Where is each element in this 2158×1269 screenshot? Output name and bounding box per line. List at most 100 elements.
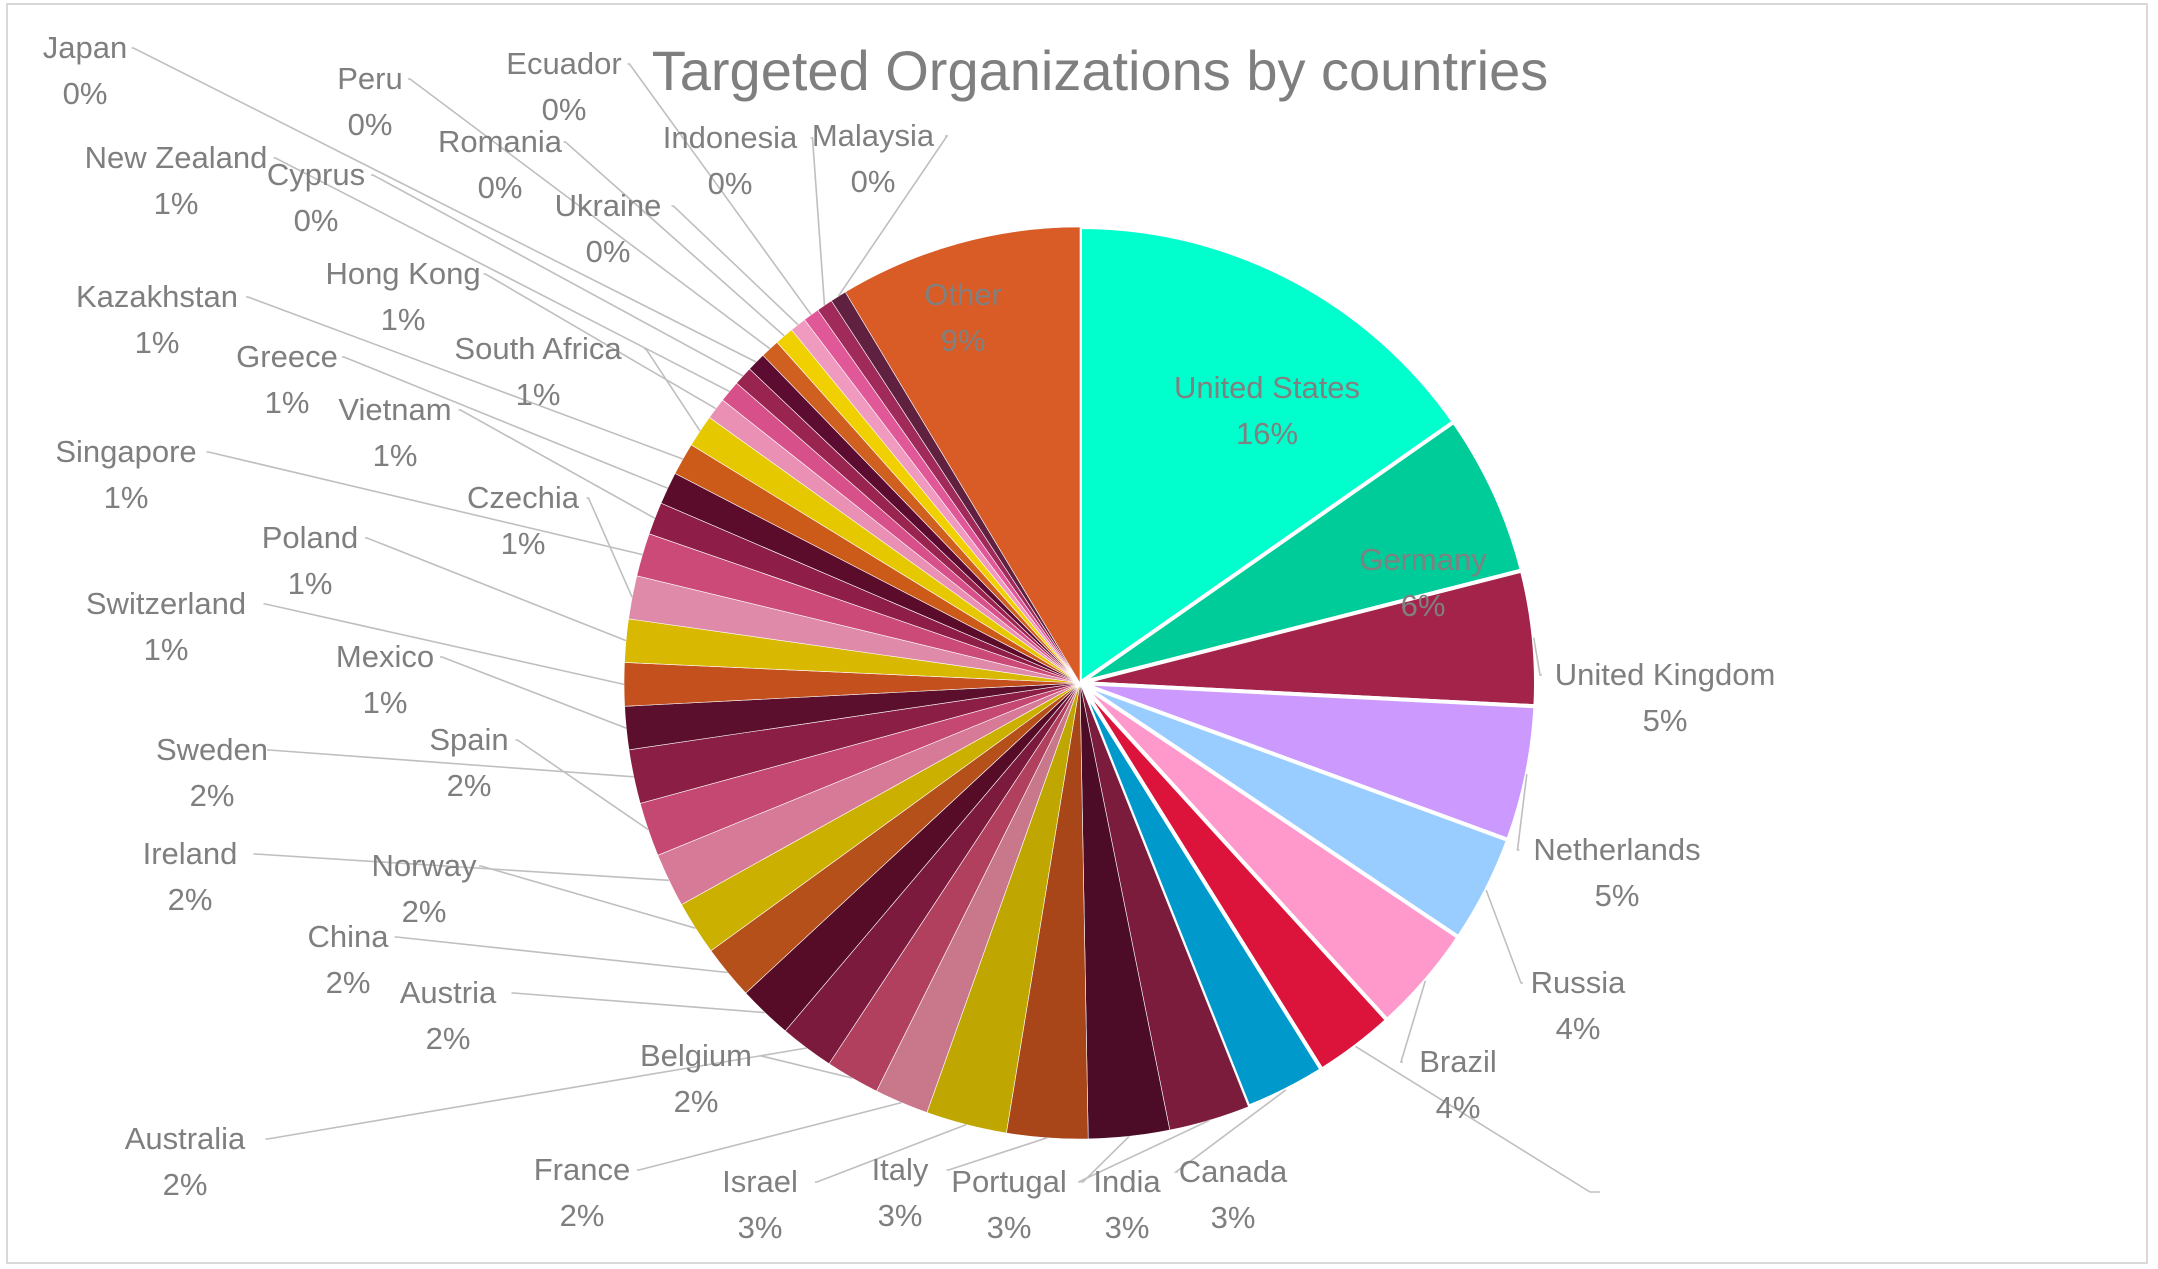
data-label-pct-israel: 3% [738,1210,783,1245]
leader-line-indonesia [810,137,826,306]
data-label-pct-poland: 1% [288,566,333,601]
leader-line-mexico [440,656,627,729]
data-label-name-ireland: Ireland [143,836,238,871]
data-label-pct-indonesia: 0% [708,166,753,201]
data-label-pct-hong-kong: 1% [381,302,426,337]
leader-line-france [637,1101,902,1171]
data-label-name-kazakhstan: Kazakhstan [76,279,238,314]
leader-line-spain [515,739,649,831]
data-label-name-romania: Romania [438,124,563,159]
leader-line-italy [946,1137,1048,1171]
data-label-name-france: France [534,1152,630,1187]
leader-line-hong-kong [483,273,717,410]
data-label-pct-italy: 3% [878,1198,923,1233]
leader-line-unlabeled [1355,1045,1600,1193]
data-label-pct-china: 2% [326,965,371,1000]
data-label-name-japan: Japan [43,30,127,65]
leader-line-malaysia [837,135,949,297]
data-label-pct-romania: 0% [478,170,523,205]
pie-slice-united-states [1078,224,1457,687]
leader-line-ukraine [671,205,799,326]
data-label-name-czechia: Czechia [467,480,580,515]
leader-line-australia [265,1047,807,1140]
leader-line-russia [1485,889,1523,984]
data-label-pct-czechia: 1% [501,526,546,561]
data-label-pct-france: 2% [560,1198,605,1233]
data-label-name-ecuador: Ecuador [506,46,621,81]
data-label-pct-austria: 2% [426,1021,471,1056]
data-label-pct-australia: 2% [163,1167,208,1202]
data-label-pct-spain: 2% [447,768,492,803]
data-label-name-ukraine: Ukraine [555,188,662,223]
data-labels: United States 16% Germany 6% United Kingdom 5… [43,30,1776,1245]
data-label-name-south-africa: South Africa [454,331,622,366]
data-label-pct-canada: 3% [1211,1200,1256,1235]
leader-line-united-kingdom [1533,637,1542,676]
leader-line-portugal [1081,1135,1130,1183]
data-label-name-cyprus: Cyprus [267,157,365,192]
data-label-name-portugal: Portugal [951,1164,1066,1199]
leader-line-india [1078,1119,1211,1183]
data-label-name-new-zealand: New Zealand [85,140,268,175]
data-label-name-india: India [1093,1164,1161,1199]
data-label-pct-portugal: 3% [987,1210,1032,1245]
data-label-pct-cyprus: 0% [294,203,339,238]
data-label-name-austria: Austria [400,975,497,1010]
data-label-name-belgium: Belgium [640,1038,752,1073]
data-label-pct-vietnam: 1% [373,438,418,473]
data-label-name-spain: Spain [429,722,508,757]
data-label-pct-other: 9% [941,323,986,358]
data-label-pct-brazil: 4% [1436,1090,1481,1125]
data-label-name-other: Other [924,277,1002,312]
data-label-pct-belgium: 2% [674,1084,719,1119]
leader-line-norway [479,865,696,929]
data-label-name-singapore: Singapore [55,434,196,469]
leader-line-japan [131,47,757,363]
data-label-name-united-states: United States [1174,370,1360,405]
data-label-pct-russia: 4% [1556,1011,1601,1046]
data-label-name-sweden: Sweden [156,732,268,767]
leader-line-vietnam [458,409,656,519]
data-label-pct-peru: 0% [348,107,393,142]
data-label-pct-kazakhstan: 1% [135,325,180,360]
leader-line-ecuador [627,63,812,316]
data-label-pct-germany: 6% [1401,588,1446,623]
leader-line-switzerland [263,603,625,686]
data-label-pct-malaysia: 0% [851,164,896,199]
data-label-name-australia: Australia [125,1121,246,1156]
data-label-name-germany: Germany [1359,542,1487,577]
leader-line-brazil [1399,980,1427,1063]
data-label-name-netherlands: Netherlands [1533,832,1700,867]
data-label-pct-india: 3% [1105,1210,1150,1245]
leader-line-austria [511,992,765,1014]
data-label-name-peru: Peru [337,61,402,96]
leader-line-poland [365,537,627,642]
leader-line-new-zealand [273,157,730,393]
data-label-name-mexico: Mexico [336,639,434,674]
data-label-pct-japan: 0% [63,76,108,111]
data-label-name-greece: Greece [236,339,338,374]
data-label-name-indonesia: Indonesia [663,120,798,155]
pie-slices [623,224,1538,1140]
leader-line-canada [1173,1089,1287,1173]
data-label-pct-new-zealand: 1% [154,186,199,221]
leader-line-cyprus [371,174,744,377]
data-label-name-malaysia: Malaysia [812,118,935,153]
data-label-pct-ukraine: 0% [586,234,631,269]
pie-slice-other [844,226,1081,685]
data-label-name-brazil: Brazil [1419,1044,1497,1079]
leader-line-israel [815,1123,967,1183]
data-label-name-poland: Poland [262,520,359,555]
data-label-name-russia: Russia [1531,965,1627,1000]
pie-slice-germany [1078,419,1525,685]
data-label-name-norway: Norway [371,848,477,883]
data-label-pct-singapore: 1% [104,480,149,515]
label-leader-lines [131,47,1600,1193]
data-label-pct-mexico: 1% [363,685,408,720]
data-label-pct-ireland: 2% [168,882,213,917]
leader-line-singapore [206,451,643,556]
data-label-name-israel: Israel [722,1164,798,1199]
leader-line-china [394,936,728,974]
data-label-pct-united-kingdom: 5% [1643,703,1688,738]
